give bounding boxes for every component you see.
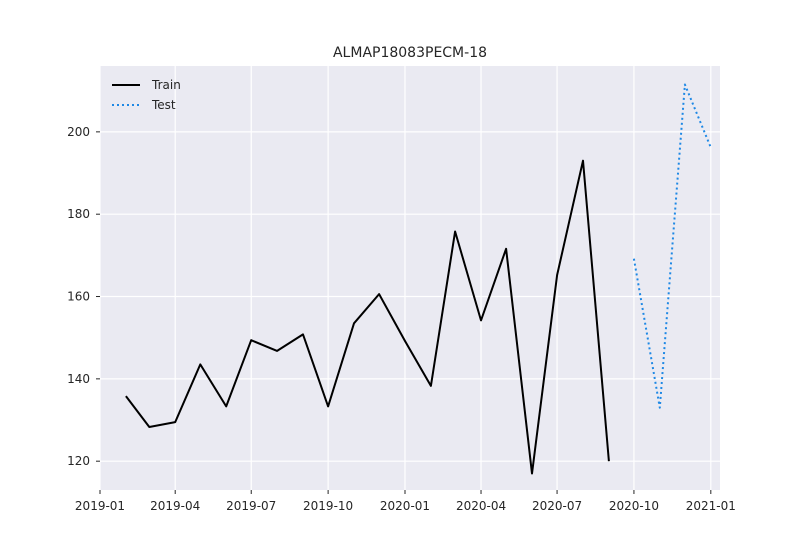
x-tick-label: 2019-07 — [226, 499, 276, 513]
x-tick-label: 2021-01 — [686, 499, 736, 513]
legend-label-test: Test — [151, 98, 176, 112]
x-tick-label: 2019-04 — [150, 499, 200, 513]
chart-title: ALMAP18083PECM-18 — [333, 45, 487, 61]
x-tick-label: 2020-01 — [380, 499, 430, 513]
x-tick-label: 2020-10 — [609, 499, 659, 513]
series-line-train — [125, 159, 610, 475]
x-tick-label: 2019-10 — [303, 499, 353, 513]
y-tick-label: 140 — [67, 372, 90, 386]
legend-label-train: Train — [151, 78, 181, 92]
y-tick-label: 200 — [67, 125, 90, 139]
x-tick-label: 2020-07 — [532, 499, 582, 513]
plot-background — [100, 66, 720, 490]
x-tick-label: 2020-04 — [456, 499, 506, 513]
legend: Train Test — [112, 78, 181, 112]
series-line-test — [632, 83, 712, 409]
x-tick-label: 2019-01 — [75, 499, 125, 513]
y-tick-label: 180 — [67, 207, 90, 221]
y-tick-label: 120 — [67, 454, 90, 468]
y-tick-label: 160 — [67, 290, 90, 304]
